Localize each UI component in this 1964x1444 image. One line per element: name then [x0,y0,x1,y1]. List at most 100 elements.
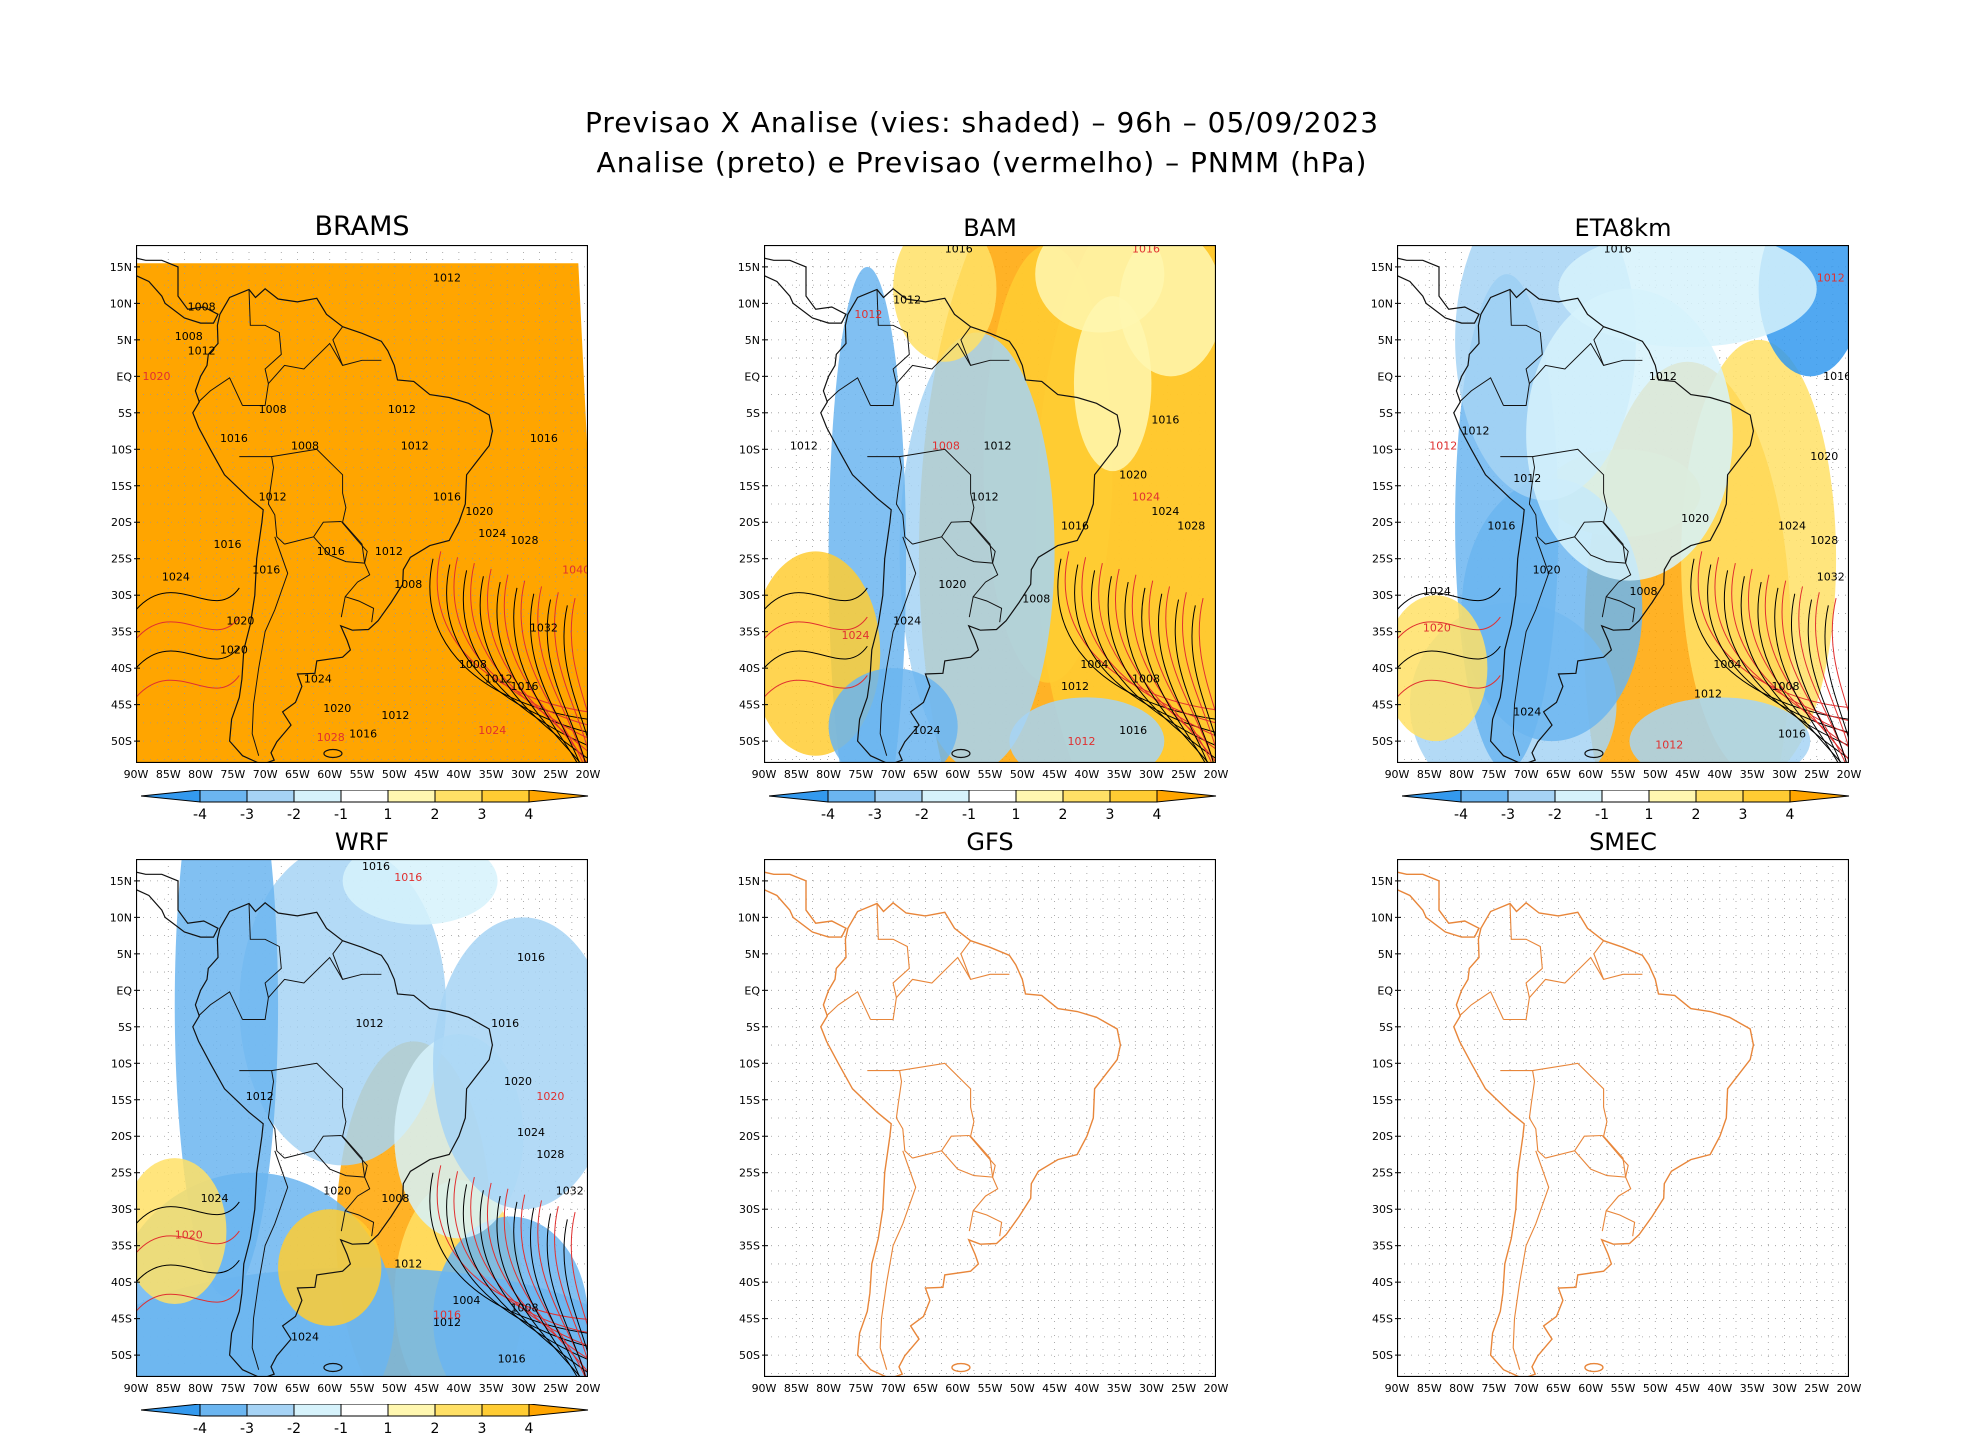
lat-tick-label: 10S [1372,1057,1393,1070]
country-border [313,536,371,618]
lat-tick-label: 5N [117,334,132,347]
forecast-isobar [1148,580,1213,763]
lon-tick-label: 60W [1578,1382,1603,1395]
forecast-isobar [1081,557,1216,724]
lon-tick-label: 70W [253,768,278,781]
forecast-isobar [553,1206,588,1365]
analysis-isobar [563,605,588,742]
lat-tick-label: 35S [1372,626,1393,639]
forecast-isobar [1731,562,1849,735]
lon-tick-label: 35W [1107,1382,1132,1395]
colorbar-segment [1460,790,1509,803]
lon-tick-label: 20W [1837,1382,1862,1395]
analysis-isobar [429,1172,588,1334]
colorbar-tick-label: 2 [431,807,440,823]
contour-label: 1016 [945,245,973,255]
bias-shading-region [893,245,997,362]
country-border [1532,448,1627,564]
lat-tick-label: 10N [738,297,760,310]
country-border [941,1150,999,1232]
analysis-isobar [1723,570,1849,746]
figure-title-line2: Analise (preto) e Previsao (vermelho) – … [596,146,1368,179]
lon-tick-label: 30W [1772,1382,1797,1395]
colorbar-segment [293,790,342,803]
analysis-isobar [1807,599,1847,763]
analysis-isobar [563,1219,588,1356]
lon-tick-label: 35W [1107,768,1132,781]
country-border [248,289,282,384]
lon-tick-label: 25W [543,768,568,781]
country-border [912,1134,970,1159]
contour-label: 1008 [1772,680,1800,693]
lon-tick-label: 25W [1804,768,1829,781]
contour-label: 1024 [1151,505,1179,518]
colorbar-segment [1601,790,1650,803]
contour-label: 1008 [188,301,216,314]
lat-tick-label: 15N [110,261,132,274]
panel-title-bam: BAM [963,214,1017,242]
lat-tick-label: 15S [1372,1094,1393,1107]
lon-tick-label: 25W [1804,1382,1829,1395]
falklands-coastline [323,1362,343,1373]
lon-tick-label: 60W [317,1382,342,1395]
contour-label: 1016 [517,951,545,964]
analysis-isobar [1090,570,1216,746]
forecast-isobar [520,1194,586,1377]
contour-label: 1008 [1022,592,1050,605]
contour-label: 1020 [1533,563,1561,576]
colorbar-wrf: -4 -3 -2 -1 1 2 3 4 [141,1404,589,1437]
colorbar-tick-label: 1 [384,1421,393,1437]
forecast-isobar [537,1200,587,1377]
forecast-isobar [1064,551,1216,711]
contour-label: 1016 [317,545,345,558]
analysis-isobar [764,587,868,611]
country-border [248,903,282,998]
analysis-isobar [1790,593,1842,763]
contour-label: 1040 [562,563,588,576]
panel-title-brams: BRAMS [314,211,410,242]
contour-label: 1020 [1423,622,1451,635]
lon-tick-label: 45W [414,1382,439,1395]
forecast-isobar [1181,592,1216,752]
colorbar-tick-label: -4 [193,1421,207,1437]
analysis-isobar [1740,576,1849,760]
colorbar-segment [769,790,829,803]
contour-label: 1008 [291,439,319,452]
lat-tick-label: 45S [111,1313,132,1326]
analysis-isobar [136,1259,240,1283]
colorbar-tick-label: -2 [915,807,929,823]
contour-label: 1008 [511,1301,539,1314]
lon-tick-label: 45W [1042,1382,1067,1395]
lon-tick-label: 20W [1204,768,1229,781]
lon-tick-label: 85W [1417,1382,1442,1395]
lon-tick-label: 40W [1707,1382,1732,1395]
south-america-coastline [192,288,494,763]
country-border [1606,596,1636,623]
contour-label: 1020 [323,702,351,715]
colorbar-tick-label: -4 [193,807,207,823]
falklands-coastline [1584,748,1604,759]
central-america-coastline [764,871,847,938]
analysis-isobar [1397,645,1501,669]
contour-label: 1016 [433,490,461,503]
lon-tick-label: 85W [156,768,181,781]
central-america-coastline [1397,257,1480,324]
lat-tick-label: EQ [116,370,132,383]
contour-label: 1004 [1713,658,1741,671]
colorbar-tick-label: -4 [1454,807,1468,823]
colorbar-tick-label: 4 [1153,807,1162,823]
lon-tick-label: 25W [543,1382,568,1395]
analysis-isobar [496,1195,582,1377]
colorbar-tick-label: -4 [821,807,835,823]
colorbar-segment [141,790,201,803]
country-border [1574,536,1632,618]
contour-label: 1032 [556,1185,584,1198]
forecast-isobar [436,551,588,713]
panel-title-eta8km: ETA8km [1574,214,1672,242]
lat-tick-label: 20S [111,516,132,529]
analysis-isobar [1174,599,1214,763]
map-frame [136,859,588,1377]
lat-tick-label: 25S [739,553,760,566]
contour-label: 1020 [465,505,493,518]
contour-label: 1024 [913,724,941,737]
